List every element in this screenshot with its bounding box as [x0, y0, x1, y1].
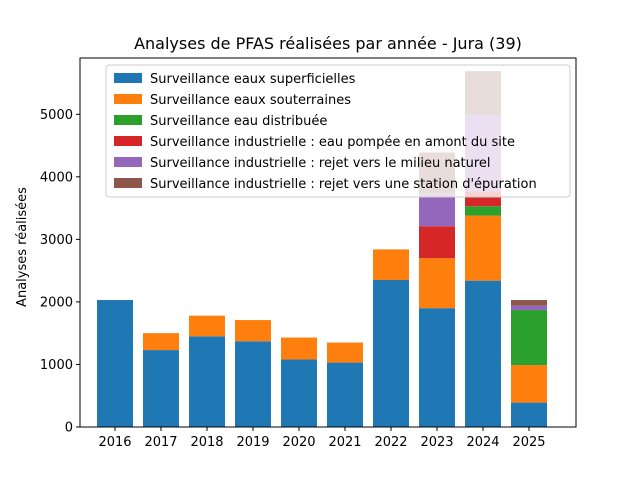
x-tick-label-2023: 2023: [420, 435, 453, 450]
x-tick-label-2019: 2019: [236, 435, 269, 450]
bar-2023-series-1: [419, 258, 455, 309]
bar-2016-series-0: [97, 300, 133, 427]
y-tick-label-3: 3000: [40, 233, 73, 248]
bar-2025-series-0: [511, 402, 547, 427]
legend-label-3: Surveillance industrielle : eau pompée e…: [150, 135, 515, 150]
legend-label-4: Surveillance industrielle : rejet vers l…: [150, 156, 491, 171]
chart-title: Analyses de PFAS réalisées par année - J…: [134, 34, 522, 53]
x-tick-label-2024: 2024: [466, 435, 499, 450]
y-tick-label-5: 5000: [40, 108, 73, 123]
x-tick-label-2022: 2022: [374, 435, 407, 450]
bar-2024-series-1: [465, 215, 501, 281]
legend-swatch-4: [114, 157, 142, 167]
x-tick-label-2017: 2017: [144, 435, 177, 450]
y-tick-label-0: 0: [65, 421, 73, 436]
x-tick-label-2025: 2025: [512, 435, 545, 450]
plot-frame: [79, 57, 577, 428]
bar-2019-series-0: [235, 341, 271, 427]
bar-2019-series-1: [235, 320, 271, 342]
x-tick-label-2020: 2020: [282, 435, 315, 450]
legend-label-0: Surveillance eaux superficielles: [150, 72, 356, 87]
y-tick-label-4: 4000: [40, 170, 73, 185]
bar-2025-series-5: [511, 300, 547, 306]
bar-2024-series-0: [465, 280, 501, 427]
bar-2018-series-1: [189, 315, 225, 337]
bar-2018-series-0: [189, 336, 225, 427]
bar-2021-series-0: [327, 362, 363, 427]
legend-label-5: Surveillance industrielle : rejet vers u…: [150, 177, 537, 192]
bar-2017-series-1: [143, 333, 179, 351]
y-tick-label-1: 1000: [40, 358, 73, 373]
legend-swatch-1: [114, 94, 142, 104]
bar-2024-series-2: [465, 206, 501, 216]
bar-2025-series-2: [511, 310, 547, 366]
legend-label-1: Surveillance eaux souterraines: [150, 93, 351, 108]
legend-box: [105, 64, 571, 198]
bar-2020-series-0: [281, 359, 317, 427]
bar-2023-series-4: [419, 193, 455, 227]
bar-2023-series-0: [419, 308, 455, 427]
bar-2021-series-1: [327, 342, 363, 363]
x-tick-label-2021: 2021: [328, 435, 361, 450]
axes-layer: 0 1000 2000 3000 4000 5000 2016 2017 2018 2019 202…: [40, 57, 577, 450]
bar-2025-series-4: [511, 305, 547, 311]
legend-swatch-5: [114, 178, 142, 188]
y-tick-label-2: 2000: [40, 295, 73, 310]
legend-label-2: Surveillance eau distribuée: [150, 114, 327, 129]
legend-swatch-2: [114, 115, 142, 125]
legend-swatch-0: [114, 73, 142, 83]
bar-2025-series-1: [511, 365, 547, 403]
x-tick-label-2018: 2018: [190, 435, 223, 450]
y-axis-label: Analyses réalisées: [15, 187, 30, 307]
bar-2020-series-1: [281, 337, 317, 360]
bar-2023-series-3: [419, 226, 455, 259]
legend-swatch-3: [114, 136, 142, 146]
x-tick-label-2016: 2016: [98, 435, 131, 450]
bar-2022-series-1: [373, 249, 409, 281]
bar-2017-series-0: [143, 350, 179, 427]
bar-2022-series-0: [373, 280, 409, 427]
legend: Surveillance eaux superficielles Surveill…: [105, 64, 571, 198]
